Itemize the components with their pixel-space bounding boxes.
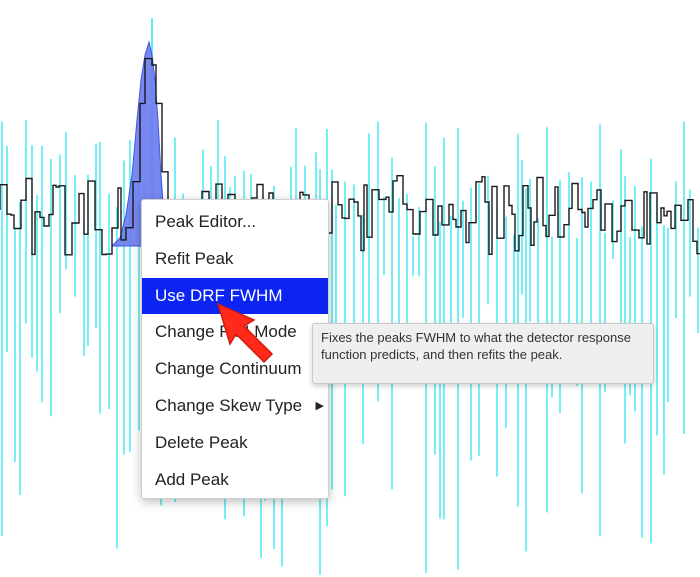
peak-context-menu: Peak Editor... Refit Peak Use DRF FWHM C… [141, 199, 329, 499]
background-spectrum-lines [1, 18, 699, 575]
menu-item-add-peak[interactable]: Add Peak [155, 469, 229, 489]
menu-tooltip: Fixes the peaks FWHM to what the detecto… [312, 323, 654, 384]
menu-item-change-skew-type[interactable]: Change Skew Type ▶ [142, 388, 328, 425]
menu-item-label: Change Continuum [155, 359, 302, 379]
menu-item-peak-editor[interactable]: Peak Editor... [155, 212, 257, 231]
data-spectrum-trace [0, 57, 700, 256]
red-arrow-pointer-icon [216, 302, 274, 364]
menu-item-change-continuum[interactable]: Change Continuum [142, 351, 328, 388]
menu-item-use-drf-fwhm[interactable]: Use DRF FWHM [142, 277, 328, 315]
menu-item-label: Change Skew Type [155, 395, 303, 415]
menu-item-refit-peak[interactable]: Refit Peak [155, 248, 234, 268]
menu-item-delete-peak[interactable]: Delete Peak [155, 432, 248, 452]
submenu-arrow-icon: ▶ [315, 399, 324, 412]
